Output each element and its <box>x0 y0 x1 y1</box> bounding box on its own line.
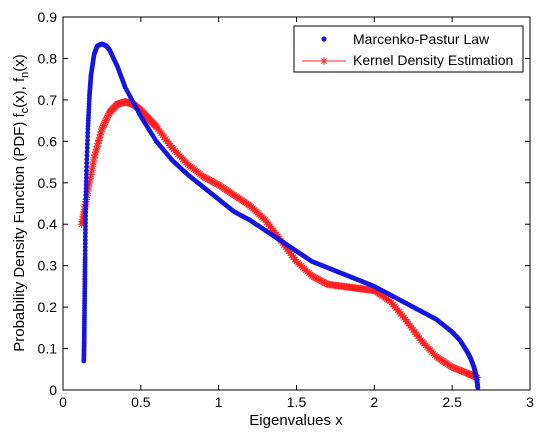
legend-marker-kde <box>320 57 328 65</box>
y-axis-label-part-3: (x) <box>11 54 28 72</box>
plot-area <box>62 16 531 391</box>
mp-point <box>83 206 89 212</box>
mp-point <box>82 237 88 243</box>
y-tick-label: 0.4 <box>38 216 58 232</box>
tick-layer: 0 0.5 1 1.5 2 2.5 3 0 0.1 0.2 0.3 0.4 0.5 0.6 0.7 0.8 0.… <box>38 9 535 410</box>
y-axis-label-part-1: Probability Density Function (PDF) f <box>11 113 28 352</box>
y-tick-label: 0.6 <box>38 133 58 149</box>
legend-star-glyph <box>320 57 328 65</box>
x-tick-label: 0.5 <box>131 394 151 410</box>
x-axis-label: Eigenvalues x <box>249 412 343 429</box>
x-tick-label: 2.5 <box>442 394 462 410</box>
mp-point <box>84 149 90 155</box>
mp-point <box>83 172 89 177</box>
y-axis-label-sub-1: c <box>19 107 31 113</box>
mp-point <box>82 234 88 240</box>
series-kde <box>77 98 481 382</box>
legend-label-mp: Marcenko-Pastur Law <box>353 31 490 47</box>
mp-point <box>85 134 91 139</box>
legend: Marcenko-Pastur Law Kernel Density Estim… <box>293 25 524 73</box>
mp-point <box>83 213 88 219</box>
mp-point <box>85 130 91 136</box>
mp-point <box>85 137 90 143</box>
y-tick-label: 0.3 <box>38 258 58 274</box>
mp-point <box>475 385 481 391</box>
x-tick-label: 1.5 <box>287 394 307 410</box>
x-tick-label: 2 <box>370 394 378 410</box>
kde-point <box>95 136 103 145</box>
mp-point <box>83 192 89 198</box>
x-tick-label: 0 <box>59 394 67 410</box>
series-mp <box>81 41 481 391</box>
mp-point <box>83 189 89 195</box>
x-tick-label: 3 <box>526 394 534 410</box>
mp-point <box>83 220 88 226</box>
y-tick-label: 0.1 <box>38 341 58 357</box>
mp-point <box>83 199 89 205</box>
mp-point <box>84 141 90 147</box>
legend-label-kde: Kernel Density Estimation <box>353 52 513 68</box>
mp-point <box>83 223 88 229</box>
mp-point <box>83 210 89 215</box>
y-tick-label: 0.9 <box>38 9 58 25</box>
mp-point <box>83 175 89 181</box>
mp-point <box>83 178 89 184</box>
mp-point <box>82 241 88 246</box>
y-tick-label: 0 <box>49 382 57 398</box>
mp-point <box>83 227 88 233</box>
series-layer <box>77 41 481 391</box>
mp-point <box>83 203 89 208</box>
mp-point <box>83 216 88 222</box>
mp-point <box>82 244 88 250</box>
y-tick-label: 0.2 <box>38 299 58 315</box>
mp-point <box>82 248 88 253</box>
mp-point <box>84 156 90 162</box>
mp-point <box>82 254 88 260</box>
mp-point <box>84 164 90 170</box>
mp-point <box>83 182 89 188</box>
mp-point <box>83 185 89 191</box>
y-tick-label: 0.7 <box>38 92 58 108</box>
mp-point <box>84 145 90 151</box>
y-tick-label: 0.8 <box>38 50 58 66</box>
mp-point <box>84 168 89 174</box>
mp-point <box>82 251 88 257</box>
x-tick-label: 1 <box>215 394 223 410</box>
mp-point <box>84 153 90 158</box>
y-axis-label-part-2: (x), f <box>11 77 28 108</box>
legend-box <box>293 25 524 73</box>
mp-point <box>84 160 90 166</box>
y-tick-label: 0.5 <box>38 175 58 191</box>
mp-point <box>83 196 89 202</box>
y-axis-label: Probability Density Function (PDF) fc(x)… <box>11 54 31 352</box>
legend-marker-mp <box>321 36 327 42</box>
y-axis-label-sub-2: n <box>19 72 31 78</box>
mp-point <box>82 230 88 236</box>
